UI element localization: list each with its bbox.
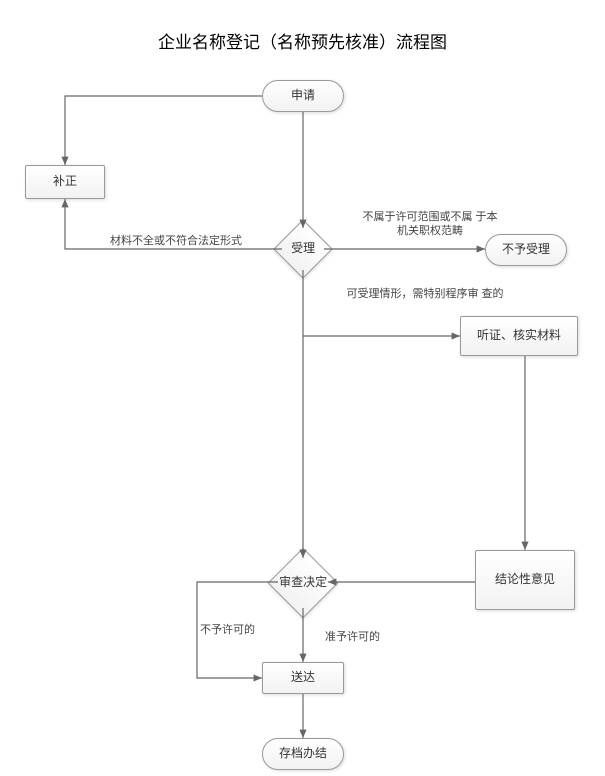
node-deliver: 送达 bbox=[262, 662, 344, 694]
node-label: 受理 bbox=[291, 241, 315, 257]
node-apply: 申请 bbox=[262, 80, 344, 112]
edge-label-incomplete: 材料不全或不符合法定形式 bbox=[110, 234, 242, 248]
node-label: 补正 bbox=[53, 174, 77, 190]
edge-label-special: 可受理情形，需特别程序审 查的 bbox=[345, 287, 505, 301]
node-label: 申请 bbox=[291, 88, 315, 104]
node-label: 结论性意见 bbox=[495, 572, 555, 588]
node-review: 审查决定 bbox=[268, 548, 339, 619]
node-verify: 听证、核实材料 bbox=[460, 316, 578, 356]
node-reject: 不予受理 bbox=[485, 234, 567, 266]
node-label: 不予受理 bbox=[502, 242, 550, 258]
edge-label-deny: 不予许可的 bbox=[200, 623, 255, 637]
node-conclusion: 结论性意见 bbox=[475, 550, 575, 610]
node-accept: 受理 bbox=[273, 219, 332, 278]
node-label: 送达 bbox=[291, 670, 315, 686]
edge-label-outofscope: 不属于许可范围或不属 于本机关职权范畴 bbox=[360, 210, 500, 239]
page-title: 企业名称登记（名称预先核准）流程图 bbox=[0, 28, 605, 53]
node-label: 存档办结 bbox=[279, 746, 327, 762]
node-label: 听证、核实材料 bbox=[477, 328, 561, 344]
edge-label-approve: 准予许可的 bbox=[325, 630, 380, 644]
node-archive: 存档办结 bbox=[262, 738, 344, 770]
edges-layer bbox=[0, 0, 605, 776]
node-label: 审查决定 bbox=[279, 575, 327, 591]
node-supplement: 补正 bbox=[25, 165, 105, 199]
